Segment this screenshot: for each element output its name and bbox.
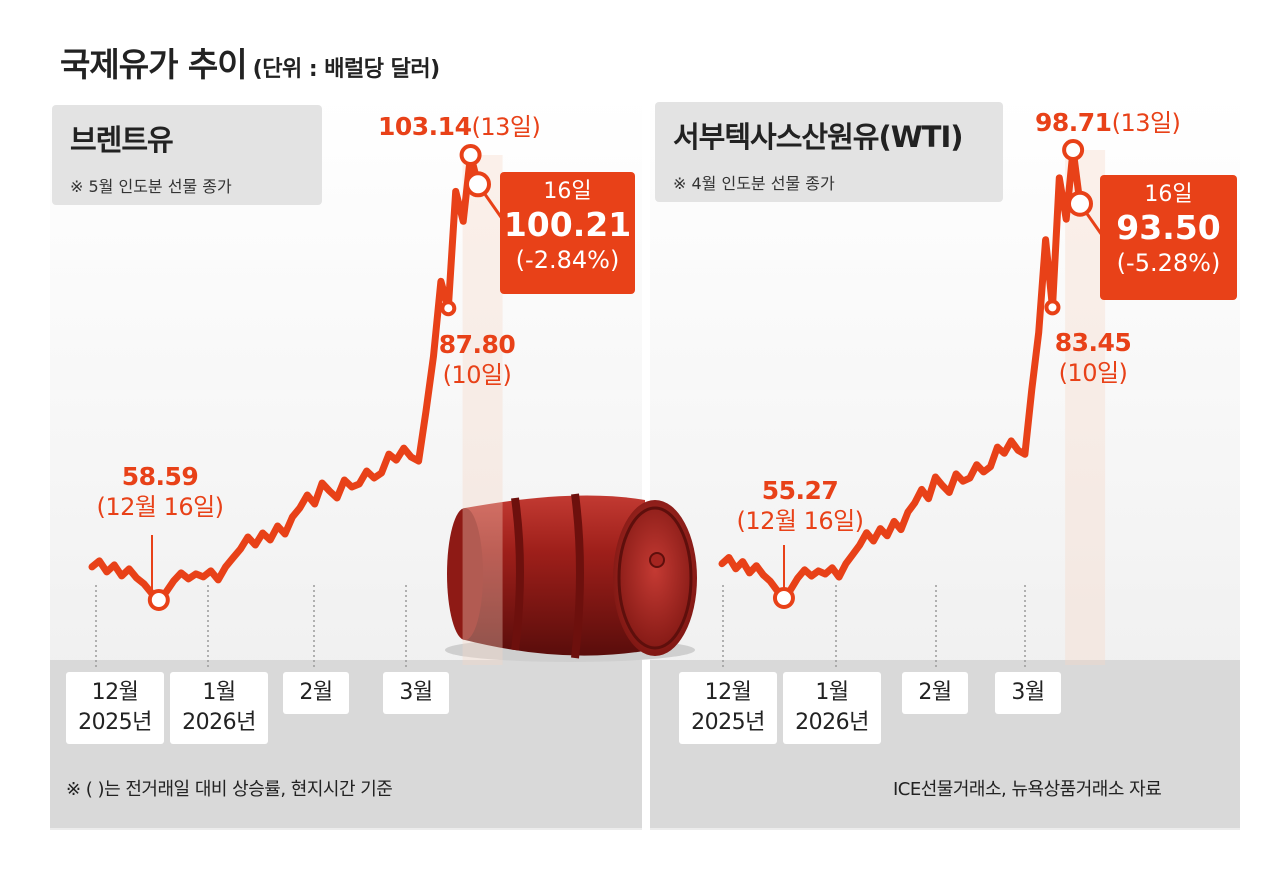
wti-mid-annotation: 83.45 (10일)	[1048, 328, 1138, 388]
tick-month: 12월	[91, 680, 139, 705]
data-point-marker	[772, 587, 795, 609]
brent-last-value: 100.21	[503, 205, 632, 244]
wti-last-value: 93.50	[1116, 208, 1221, 247]
wti-last-date: 16일	[1144, 182, 1193, 207]
data-point-marker	[1044, 299, 1061, 316]
brent-peak-annotation: 103.14(13일)	[378, 112, 548, 142]
tick-month: 12월	[704, 680, 752, 705]
data-point-marker	[465, 171, 491, 198]
tick-year: 2026년	[182, 710, 256, 735]
brent-tick-feb: 2월	[283, 672, 349, 714]
wti-tick-feb: 2월	[902, 672, 968, 714]
wti-low-value: 55.27	[761, 476, 839, 505]
wti-line-chart	[718, 139, 1110, 668]
brent-subtitle: ※ 5월 인도분 선물 종가	[70, 177, 232, 196]
wti-mid-value: 83.45	[1054, 328, 1132, 357]
wti-label-box: 서부텍사스산원유(WTI) ※ 4월 인도분 선물 종가	[655, 102, 1003, 202]
data-point-marker	[440, 300, 457, 317]
oil-barrel-icon	[445, 493, 697, 662]
brent-title: 브렌트유	[70, 123, 174, 157]
wti-peak-annotation: 98.71(13일)	[1035, 108, 1205, 138]
brent-mid-value: 87.80	[438, 330, 516, 359]
spike-glow	[1065, 150, 1106, 665]
wti-last-change: (-5.28%)	[1116, 249, 1221, 277]
brent-last-callout: 16일 100.21 (-2.84%)	[500, 172, 635, 294]
tick-month: 2월	[918, 680, 952, 705]
source-note: ICE선물거래소, 뉴욕상품거래소 자료	[893, 779, 1162, 800]
wti-low-annotation: 55.27 (12월 16일)	[735, 476, 865, 536]
wti-low-date: (12월 16일)	[736, 507, 864, 535]
wti-title: 서부텍사스산원유(WTI)	[673, 120, 964, 154]
brent-mid-date: (10일)	[442, 361, 512, 389]
data-point-marker	[1067, 190, 1093, 217]
spike-glow	[462, 155, 503, 665]
brent-low-date: (12월 16일)	[96, 493, 224, 521]
brent-label-box: 브렌트유 ※ 5월 인도분 선물 종가	[52, 105, 322, 205]
footnote: ※ ( )는 전거래일 대비 상승률, 현지시간 기준	[66, 779, 393, 800]
data-point-marker	[459, 144, 482, 166]
page-title: 국제유가 추이 (단위 : 배럴당 달러)	[60, 38, 440, 86]
tick-year: 2025년	[78, 710, 152, 735]
wti-mid-date: (10일)	[1058, 359, 1128, 387]
brent-last-date: 16일	[543, 179, 592, 204]
tick-month: 3월	[1011, 680, 1045, 705]
data-point-marker	[1062, 139, 1085, 161]
wti-peak-value: 98.71	[1035, 108, 1112, 137]
wti-subtitle: ※ 4월 인도분 선물 종가	[673, 174, 835, 193]
brent-line-chart	[88, 144, 508, 668]
brent-peak-value: 103.14	[378, 112, 472, 141]
tick-month: 3월	[399, 680, 433, 705]
tick-month: 1월	[815, 680, 849, 705]
title-text: 국제유가 추이	[60, 45, 248, 84]
wti-tick-jan: 1월 2026년	[783, 672, 881, 744]
brent-low-annotation: 58.59 (12월 16일)	[95, 462, 225, 522]
unit-label: (단위 : 배럴당 달러)	[252, 57, 441, 82]
brent-peak-date: (13일)	[471, 113, 541, 141]
brent-low-value: 58.59	[121, 462, 199, 491]
wti-peak-date: (13일)	[1111, 109, 1181, 137]
wti-tick-dec: 12월 2025년	[679, 672, 777, 744]
brent-tick-mar: 3월	[383, 672, 449, 714]
tick-year: 2026년	[795, 710, 869, 735]
wti-tick-mar: 3월	[995, 672, 1061, 714]
data-point-marker	[147, 589, 170, 611]
tick-month: 2월	[299, 680, 333, 705]
brent-tick-dec: 12월 2025년	[66, 672, 164, 744]
brent-mid-annotation: 87.80 (10일)	[432, 330, 522, 390]
brent-last-change: (-2.84%)	[515, 246, 620, 274]
tick-month: 1월	[202, 680, 236, 705]
price-line	[88, 151, 482, 604]
tick-year: 2025년	[691, 710, 765, 735]
brent-tick-jan: 1월 2026년	[170, 672, 268, 744]
wti-last-callout: 16일 93.50 (-5.28%)	[1100, 175, 1237, 300]
